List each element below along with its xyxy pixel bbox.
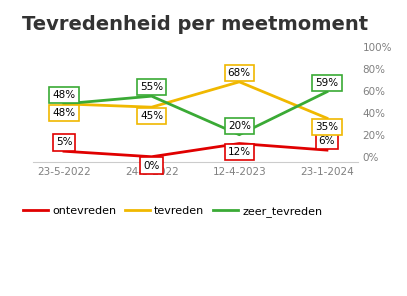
zeer_tevreden [149,94,154,98]
tevreden [324,116,329,120]
Text: 45%: 45% [140,111,163,121]
zeer_tevreden [324,90,329,94]
ontevreden [61,149,66,153]
Line: ontevreden: ontevreden [64,144,327,157]
Text: 12%: 12% [228,147,251,157]
Text: 0%: 0% [143,160,160,170]
Text: 55%: 55% [140,82,163,92]
Text: 5%: 5% [56,137,72,147]
Text: 20%: 20% [228,121,251,131]
Text: 48%: 48% [53,90,76,100]
Line: zeer_tevreden: zeer_tevreden [64,92,327,135]
Text: 68%: 68% [228,68,251,78]
Title: Tevredenheid per meetmoment: Tevredenheid per meetmoment [22,15,368,34]
ontevreden [149,155,154,158]
Text: 59%: 59% [315,78,339,88]
Text: 6%: 6% [319,136,335,146]
tevreden [149,105,154,109]
ontevreden [324,148,329,152]
Line: tevreden: tevreden [64,82,327,118]
Legend: ontevreden, tevreden, zeer_tevreden: ontevreden, tevreden, zeer_tevreden [19,202,327,221]
zeer_tevreden [61,102,66,106]
Text: 48%: 48% [53,108,76,118]
Text: 35%: 35% [315,122,339,132]
tevreden [237,80,242,84]
zeer_tevreden [237,133,242,136]
tevreden [61,102,66,106]
ontevreden [237,142,242,145]
